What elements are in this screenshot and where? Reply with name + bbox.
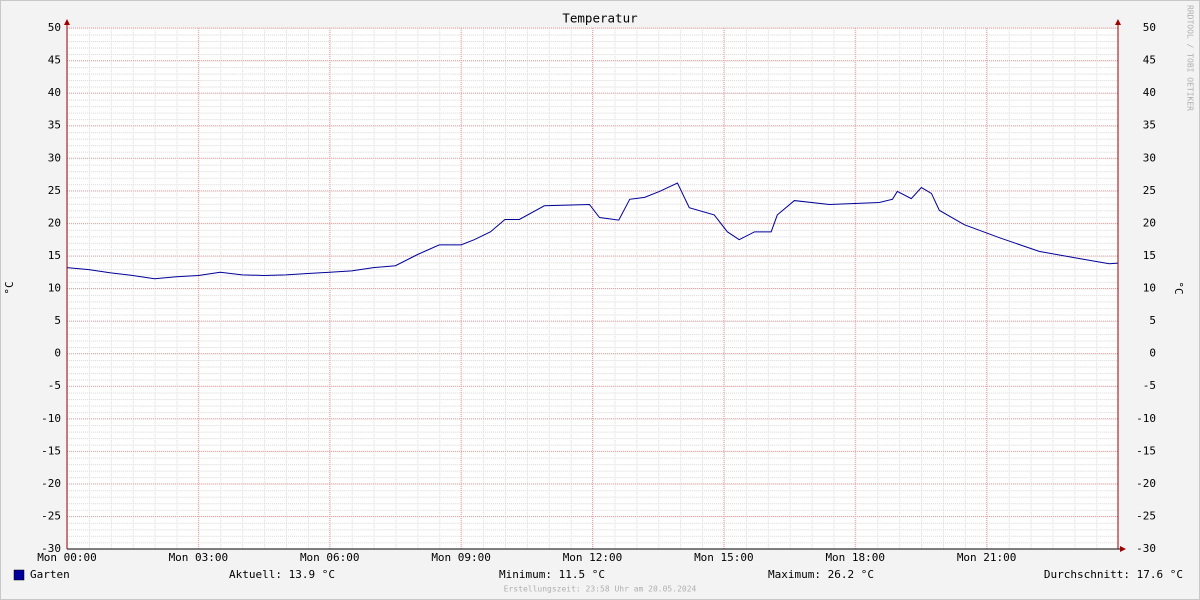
y-arrow [64,19,70,25]
y-tick-label: 35 [48,119,61,132]
x-tick-label: Mon 12:00 [563,551,623,564]
legend-swatch [13,569,25,581]
y-tick-label: 45 [48,54,61,67]
y-axis-label: °C [3,281,16,294]
y-tick-label: -15 [41,444,61,457]
y2-axis-label: °C [1172,281,1185,294]
footer: Erstellungszeit: 23:58 Uhr am 20.05.2024 [504,585,697,594]
legend-label: Garten [30,568,70,581]
y2-tick-label: 15 [1143,249,1156,262]
y-tick-label: 15 [48,249,61,262]
y2-tick-label: 50 [1143,21,1156,34]
x-tick-label: Mon 06:00 [300,551,360,564]
y2-tick-label: -20 [1136,477,1156,490]
y2-tick-label: -25 [1136,509,1156,522]
y2-tick-label: 35 [1143,119,1156,132]
y-tick-label: 10 [48,282,61,295]
y-tick-label: -25 [41,509,61,522]
y2-tick-label: -15 [1136,444,1156,457]
chart-title: Temperatur [562,11,638,26]
y2-tick-label: -10 [1136,412,1156,425]
y2-tick-label: 25 [1143,184,1156,197]
y2-arrow [1115,19,1121,25]
y2-tick-label: -30 [1136,542,1156,555]
x-tick-label: Mon 00:00 [37,551,97,564]
y-tick-label: -10 [41,412,61,425]
y-tick-label: 30 [48,151,61,164]
stat: Maximum: 26.2 °C [768,568,874,581]
x-tick-label: Mon 15:00 [694,551,754,564]
series [66,182,1119,280]
y-tick-label: 0 [54,347,61,360]
stat: Minimum: 11.5 °C [499,568,605,581]
line [66,182,1119,280]
y2-tick-label: -5 [1143,379,1156,392]
y2-tick-label: 30 [1143,151,1156,164]
x-tick-label: Mon 09:00 [431,551,491,564]
y-tick-label: 5 [54,314,61,327]
y2-tick-label: 45 [1143,54,1156,67]
y2-tick-label: 0 [1149,347,1156,360]
y2-tick-label: 10 [1143,282,1156,295]
y-tick-label: -5 [48,379,61,392]
labels: -30 -30 -25 -25 -20 -20 -15 -15 -10 -10 -5 -5 0 0 5 5 10… [37,21,1156,564]
y2-tick-label: 5 [1149,314,1156,327]
y-tick-label: 50 [48,21,61,34]
x-tick-label: Mon 18:00 [825,551,885,564]
x-tick-label: Mon 21:00 [957,551,1017,564]
y-tick-label: 40 [48,86,61,99]
y-tick-label: -30 [41,542,61,555]
y2-tick-label: 20 [1143,216,1156,229]
stat: Durchschnitt: 17.6 °C [1044,568,1183,581]
y-tick-label: 20 [48,216,61,229]
y2-tick-label: 40 [1143,86,1156,99]
x-tick-label: Mon 03:00 [169,551,229,564]
watermark: RRDTOOL / TOBI OETIKER [1186,5,1195,111]
y-tick-label: 25 [48,184,61,197]
x-arrow [1120,546,1126,552]
y-tick-label: -20 [41,477,61,490]
stat: Aktuell: 13.9 °C [229,568,335,581]
